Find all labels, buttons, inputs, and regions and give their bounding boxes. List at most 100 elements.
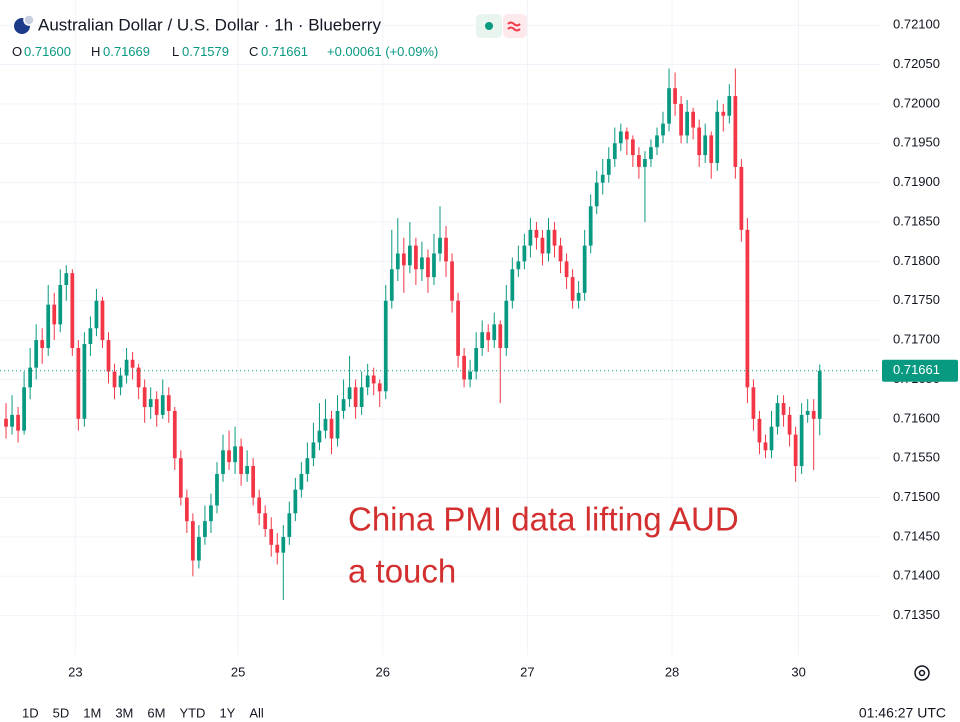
candle-body [685,111,689,136]
clock: 01:46:27 UTC [859,705,946,721]
candle-body [383,300,388,392]
candle-body [631,139,635,156]
candle-body [673,88,677,104]
candle-body [82,344,87,419]
candle-body [582,245,587,293]
candle-body [450,261,454,301]
candle-body [805,410,810,415]
candle-body [365,375,370,388]
candle-body [414,245,418,270]
candle-body [106,340,111,372]
candle-body [655,135,659,148]
candle-body [64,273,69,285]
range-button[interactable]: 3M [115,705,133,720]
y-tick-label: 0.71500 [893,489,940,504]
candle-body [733,96,738,167]
candle-body [377,383,382,392]
candle-body [160,395,165,415]
candle-body [275,544,280,553]
candle-body [781,403,786,415]
candle-body [58,284,63,325]
candle-body [257,497,262,514]
y-tick-label: 0.71350 [893,607,940,622]
candle-body [136,367,141,388]
candle-body [763,442,768,451]
candle-body [371,375,376,384]
candle-body [353,387,358,408]
candle-body [637,155,641,167]
candle-body [564,261,569,278]
candle-body [522,245,527,262]
candle-body [359,387,364,408]
candle-body [474,347,479,372]
candle-body [311,442,316,459]
candle-body [251,466,256,498]
range-button[interactable]: 1M [83,705,101,720]
candle-body [22,387,26,431]
candle-body [401,253,406,266]
candle-body [100,300,105,341]
x-tick-label: 23 [68,664,82,679]
candle-body [407,245,412,266]
candle-body [10,414,14,427]
range-button[interactable]: 1D [22,705,39,720]
y-tick-label: 0.72100 [893,17,940,32]
last-price-badge [882,359,958,382]
candle-body [444,237,448,262]
candle-body [624,131,629,140]
candle-body [462,355,466,380]
candle-body [112,371,117,388]
y-tick-label: 0.71450 [893,528,940,543]
candle-body [305,458,310,474]
candle-body [576,292,581,301]
candle-body [600,174,605,183]
candle-body [793,434,798,467]
candle-body [787,414,792,435]
range-button[interactable]: 6M [147,705,165,720]
range-button[interactable]: YTD [179,705,205,720]
candle-body [709,135,714,163]
settings-icon[interactable] [914,665,930,681]
candle-body [245,466,249,474]
candle-body [52,304,57,325]
range-button[interactable]: 1Y [219,705,235,720]
y-tick-label: 0.71700 [893,332,940,347]
candle-body [534,229,539,238]
y-tick-label: 0.72050 [893,56,940,71]
candle-body [432,253,436,278]
y-tick-label: 0.71550 [893,450,940,465]
candle-body [154,399,159,415]
candle-body [456,300,460,356]
range-button[interactable]: 5D [53,705,70,720]
candle-body [197,536,201,561]
ohlc-header: O 0.71600 H 0.71669 L 0.71579 C 0.71661 +0.0… [12,44,438,59]
candle-body [118,375,123,388]
candle-body [588,206,593,246]
status-pills[interactable] [476,14,527,38]
candle-body [769,426,774,451]
candle-body [287,513,292,537]
candle-body [546,229,551,254]
candle-body [317,430,322,443]
range-button[interactable]: All [249,705,264,720]
candle-body [715,111,720,163]
candle-body [46,304,51,348]
candle-body [606,159,611,175]
candle-body [667,88,671,124]
y-tick-label: 0.72000 [893,95,940,110]
flag-icon [14,14,35,34]
candle-body [70,273,75,348]
candle-body [739,166,744,230]
candle-body [28,367,33,388]
candle-body [335,410,340,439]
candle-body [178,458,183,498]
candle-body [649,147,653,160]
candle-body [209,505,213,522]
candle-body [16,414,20,431]
candle-body [745,229,750,388]
candle-body [661,123,665,136]
chart-title: Australian Dollar / U.S. Dollar · 1h · B… [38,15,381,34]
candle-body [239,446,243,474]
annotation: a touch [348,553,456,590]
candle-body [420,257,424,270]
